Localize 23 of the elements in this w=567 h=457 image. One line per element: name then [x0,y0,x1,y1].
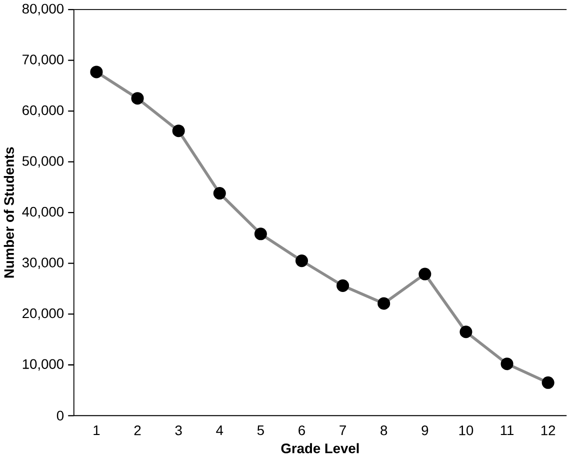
y-tick-label: 50,000 [22,156,64,168]
x-tick-label: 4 [216,425,224,435]
x-tick-label: 5 [257,425,264,436]
y-tick-label: 10,000 [22,359,64,371]
x-tick-label: 12 [541,425,556,436]
x-tick-label: 11 [500,425,514,435]
x-tick-label: 7 [340,425,346,435]
y-tick-label: 20,000 [22,308,64,320]
x-tick-label: 2 [134,425,141,436]
y-tick-label: 80,000 [22,4,64,16]
y-tick-label: 30,000 [22,258,64,270]
x-tick-label: 9 [422,425,428,436]
x-tick-label: 8 [380,425,388,436]
y-tick-label: 40,000 [22,206,64,218]
y-tick-label: 60,000 [22,105,64,117]
x-tick-label: 10 [459,425,474,436]
y-tick-label: 0 [56,410,64,420]
x-tick-label: 6 [298,425,305,436]
x-tick-label: 3 [175,425,182,436]
y-tick-label: 70,000 [22,54,64,66]
x-tick-label: 1 [94,425,100,435]
y-axis-title: Number of Students [4,147,14,278]
x-axis-title: Grade Level [281,443,359,454]
